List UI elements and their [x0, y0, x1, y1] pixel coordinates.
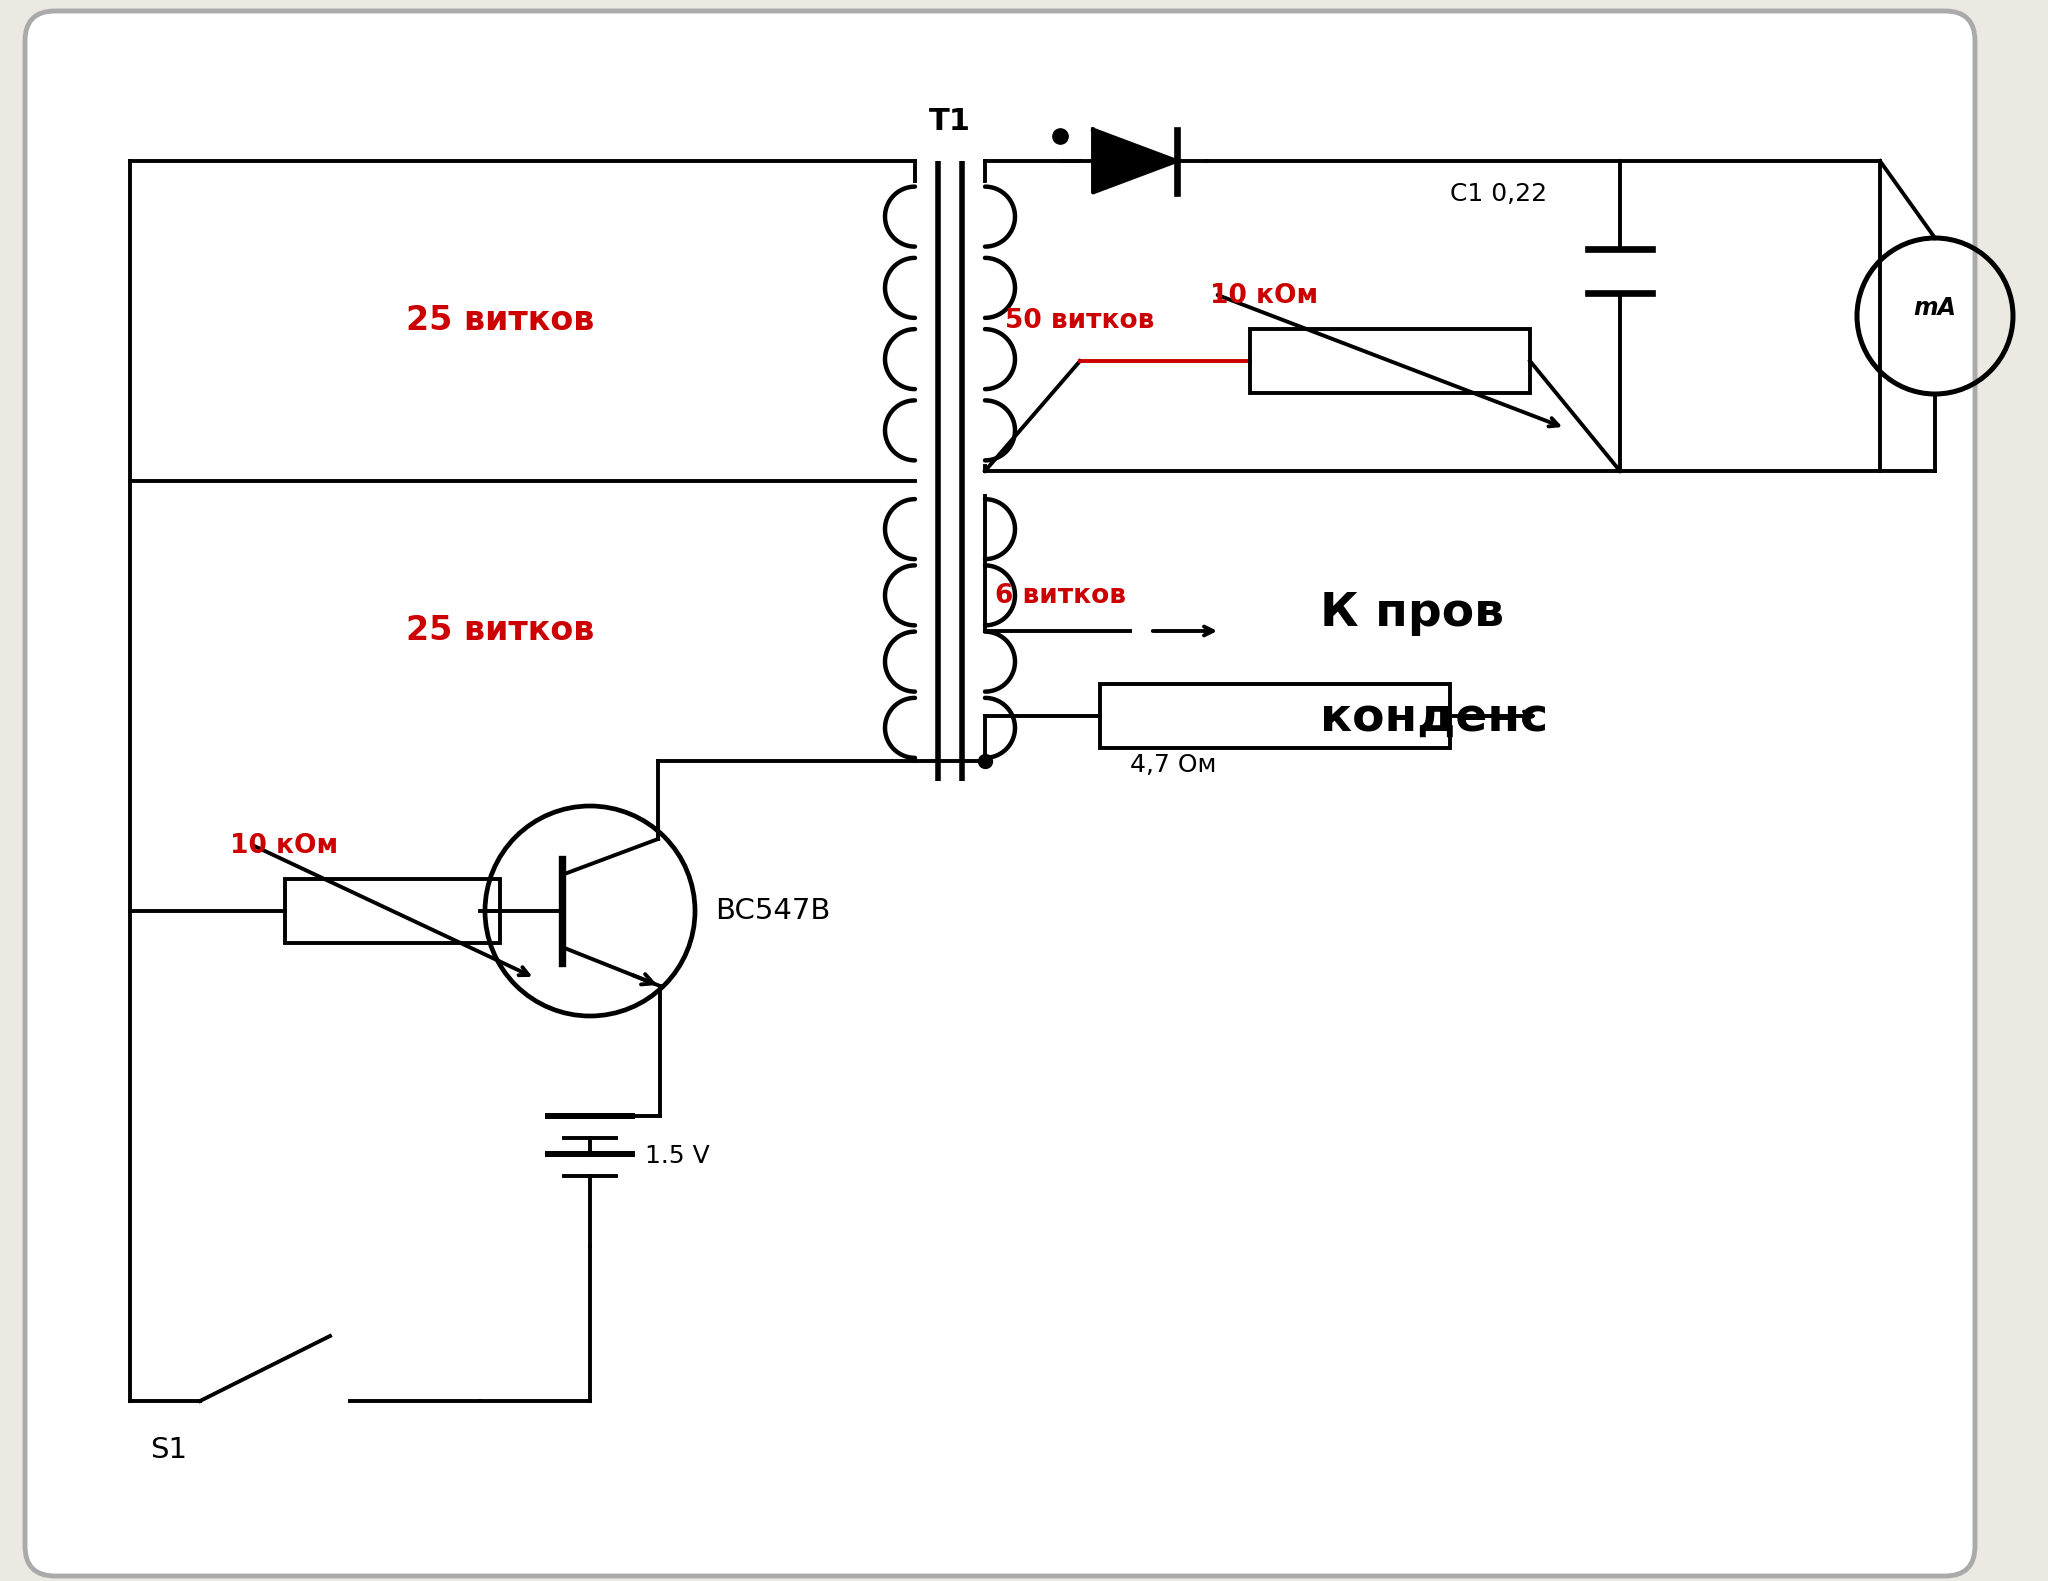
Text: T1: T1 [930, 108, 971, 136]
Text: К пров: К пров [1321, 591, 1503, 636]
Text: BC547B: BC547B [715, 896, 829, 925]
Text: 4,7 Ом: 4,7 Ом [1130, 753, 1217, 776]
Bar [285, 879, 500, 942]
Text: 25 витков: 25 витков [406, 615, 594, 648]
Bar [1100, 685, 1450, 748]
FancyBboxPatch shape [25, 11, 1974, 1576]
Text: 50 витков: 50 витков [1006, 308, 1155, 334]
Text: С1 0,22: С1 0,22 [1450, 182, 1546, 206]
Text: 10 кОм: 10 кОм [229, 833, 338, 858]
Text: 6 витков: 6 витков [995, 583, 1126, 609]
Text: mА: mА [1913, 296, 1956, 319]
Text: 1.5 V: 1.5 V [645, 1145, 711, 1168]
Text: S1: S1 [150, 1436, 186, 1464]
Text: 10 кОм: 10 кОм [1210, 283, 1319, 308]
Text: 25 витков: 25 витков [406, 305, 594, 337]
Text: конденс: конденс [1321, 696, 1548, 741]
Polygon shape [1094, 130, 1178, 193]
Bar [1249, 329, 1530, 394]
